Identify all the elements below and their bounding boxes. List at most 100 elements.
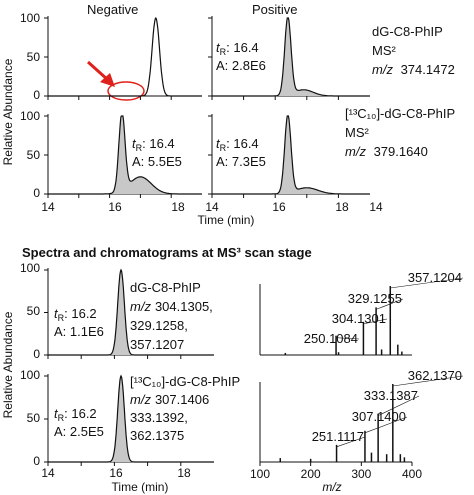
xtick-18: 18	[335, 200, 349, 214]
b2-mz3: 362.1375	[130, 428, 184, 443]
ytick-50: 50	[27, 411, 41, 425]
neg-r2-peak-area	[48, 116, 202, 194]
b2-a: 2.5E5	[70, 424, 104, 439]
red-ellipse	[107, 81, 145, 101]
ms3-spec-2-peak-label: 333.1387	[364, 388, 418, 403]
ms3-spec-2-peak-label: 362.1370	[408, 368, 462, 383]
ytick-100: 100	[20, 368, 40, 382]
svg-text:A: 2.8E6: A: 2.8E6	[216, 58, 266, 73]
ylabel-top: Relative Abundance	[1, 58, 15, 165]
r2neg-tr: 16.4	[149, 136, 174, 151]
ms3-spec-2-label-leader	[392, 375, 464, 387]
svg-text:m/z 379.1640: m/z 379.1640	[345, 144, 428, 159]
ms3-spec-1-label-leader	[336, 337, 360, 340]
ms3-spec-1-label-leader	[390, 277, 464, 289]
b1-mz3: 357.1207	[130, 337, 184, 352]
xtick-18: 18	[177, 466, 191, 480]
b2-mz-prefix: m/z	[130, 392, 151, 407]
row1-mz: 374.1472	[401, 62, 455, 77]
xtick-14: 14	[41, 466, 55, 480]
ms3-chrom-2-trace	[48, 374, 214, 463]
b2-compound: [¹³C₁₀]-dG-C8-PhIP	[130, 374, 240, 389]
ms3-spec-1-peak-label: 357.1204	[408, 270, 462, 285]
svg-text:A: 2.5E5: A: 2.5E5	[54, 424, 104, 439]
xtick-16: 16	[108, 200, 122, 214]
ms3-spec-1-peak-label: 304.1301	[332, 311, 386, 326]
red-arrow-head	[100, 73, 115, 87]
ms3-spec-2-xtick-label: 400	[402, 467, 422, 481]
r2pos-tr: 16.4	[233, 136, 258, 151]
xtick-14: 14	[369, 200, 383, 214]
ytick-100: 100	[20, 261, 40, 275]
row2-ms: MS²	[345, 125, 370, 140]
ytick-50: 50	[27, 148, 41, 162]
header-positive: Positive	[252, 2, 298, 17]
ms3-chrom-1-trace	[48, 268, 214, 356]
ytick-0: 0	[33, 454, 40, 468]
r1pos-tr: 16.4	[233, 40, 258, 55]
ms3-spec-1-peak-label: 250.1084	[304, 331, 358, 346]
ytick-100: 100	[20, 11, 40, 25]
xlabel-mz: m/z	[322, 480, 341, 494]
ms3-spec-2-peak-label: 251.1117	[312, 429, 364, 444]
ytick-50: 50	[27, 50, 41, 64]
svg-text:tR: 16.4: tR: 16.4	[216, 136, 259, 153]
xtick-16: 16	[272, 200, 286, 214]
plots: 250.1084 304.1301 329.1255 357.1204 251.1117…	[44, 16, 464, 481]
svg-text:tR: 16.4: tR: 16.4	[132, 136, 175, 153]
row1-compound: dG-C8-PhIP	[372, 24, 443, 39]
svg-text:tR: 16.2: tR: 16.2	[54, 306, 97, 323]
xtick-16: 16	[109, 466, 123, 480]
ytick-50: 50	[27, 304, 41, 318]
b2-mz1: 307.1406	[155, 392, 209, 407]
r2neg-a: 5.5E5	[148, 154, 182, 169]
xlabel-time-top: Time (min)	[198, 213, 255, 227]
pos-r1-peak-area	[212, 18, 370, 96]
svg-text:A: 5.5E5: A: 5.5E5	[132, 154, 182, 169]
ytick-100: 100	[20, 109, 40, 123]
header-negative: Negative	[87, 2, 138, 17]
xtick-14: 14	[205, 200, 219, 214]
ms3-spec-2-xtick-label: 200	[301, 467, 321, 481]
pos-r1-trace	[212, 17, 370, 97]
ytick-0: 0	[33, 347, 40, 361]
neg-r2-trace	[48, 115, 202, 195]
pos-r2-peak-area	[212, 116, 370, 194]
ms3-spec-2-label-leader	[336, 436, 366, 448]
b2-tr: 16.2	[71, 406, 96, 421]
r2pos-a: 7.3E5	[232, 154, 266, 169]
xtick-14: 14	[41, 200, 55, 214]
r1pos-a: 2.8E6	[232, 58, 266, 73]
ms3-spec-1-label-leader	[363, 318, 388, 325]
highlight-annotation	[86, 60, 145, 101]
row2-mz-prefix: m/z	[345, 144, 366, 159]
row2-mz: 379.1640	[374, 144, 428, 159]
neg-r1-trace	[48, 16, 202, 97]
svg-text:A: 7.3E5: A: 7.3E5	[216, 154, 266, 169]
ms3-spec-2-label-leader	[377, 395, 420, 416]
b1-a: 1.1E6	[70, 324, 104, 339]
b1-mz2: 329.1258,	[130, 318, 188, 333]
pos-r2-trace	[212, 115, 370, 195]
ytick-0: 0	[33, 186, 40, 200]
b1-mz-prefix: m/z	[130, 299, 151, 314]
row1-mz-prefix: m/z	[372, 62, 393, 77]
svg-text:A: 1.1E6: A: 1.1E6	[54, 324, 104, 339]
ms3-spec-1-peak-label: 329.1255	[348, 291, 402, 306]
ms3-spec-2-label-leader	[364, 416, 408, 434]
ms3-spec-2-xtick-label: 100	[250, 467, 270, 481]
ms3-spec-2-xtick-label: 300	[351, 467, 371, 481]
b1-mz1: 304.1305,	[155, 299, 213, 314]
row1-ms: MS²	[372, 43, 397, 58]
xlabel-time-bottom: Time (min)	[112, 480, 169, 494]
svg-text:tR: 16.4: tR: 16.4	[216, 40, 259, 57]
xtick-18: 18	[171, 200, 185, 214]
row2-compound: [¹³C₁₀]-dG-C8-PhIP	[345, 106, 455, 121]
ylabel-bottom: Relative Abundance	[1, 311, 15, 418]
b1-compound: dG-C8-PhIP	[130, 280, 201, 295]
ytick-0: 0	[33, 88, 40, 102]
svg-text:tR: 16.2: tR: 16.2	[54, 406, 97, 423]
